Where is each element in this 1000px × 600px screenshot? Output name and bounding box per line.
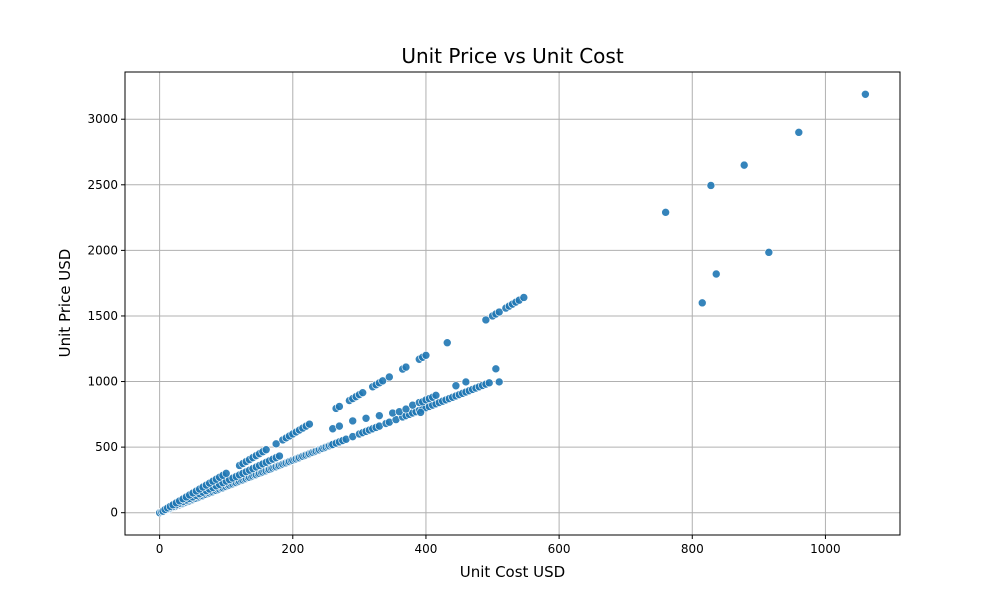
data-point (442, 338, 452, 348)
data-point (421, 351, 431, 360)
data-point (706, 181, 716, 190)
data-point (461, 377, 471, 387)
x-tick-label: 800 (681, 542, 704, 556)
x-tick-label: 1000 (810, 542, 841, 556)
y-tick-label: 0 (110, 506, 118, 520)
y-axis-label: Unit Price USD (56, 249, 74, 358)
data-point (275, 451, 284, 461)
data-point (451, 381, 461, 391)
data-point (335, 402, 344, 411)
data-point (361, 413, 371, 423)
data-point (401, 362, 411, 372)
data-point (711, 269, 721, 279)
data-point (378, 376, 387, 386)
data-point (335, 421, 344, 431)
x-tick-label: 200 (281, 542, 304, 556)
x-tick-label: 400 (414, 542, 437, 556)
data-point (385, 372, 394, 382)
plot-frame (124, 71, 901, 536)
data-point (431, 391, 441, 400)
data-point (764, 248, 774, 257)
grid-lines (125, 72, 900, 535)
data-point (519, 293, 529, 302)
chart-title: Unit Price vs Unit Cost (401, 44, 624, 68)
data-point (861, 89, 870, 99)
y-tick-label: 3000 (87, 112, 118, 126)
y-axis-ticks: 0 500 1000 1500 2000 2500 3000 (87, 112, 125, 520)
data-point (401, 404, 411, 414)
data-point (348, 416, 358, 426)
data-point (271, 439, 281, 449)
x-tick-label: 0 (156, 542, 164, 556)
x-axis-ticks: 0 200 400 600 800 1000 (156, 535, 841, 556)
data-point (739, 160, 749, 170)
data-point (697, 298, 707, 308)
y-tick-label: 1000 (87, 375, 118, 389)
data-point (484, 378, 494, 388)
data-point (494, 377, 504, 387)
data-point (661, 208, 670, 217)
data-point (358, 388, 367, 397)
data-points (155, 89, 870, 518)
y-tick-label: 2500 (87, 178, 118, 192)
data-point (794, 128, 804, 137)
x-axis-label: Unit Cost USD (460, 563, 565, 581)
y-tick-label: 1500 (87, 309, 118, 323)
data-point (494, 307, 504, 317)
data-point (491, 364, 501, 374)
data-point (416, 408, 425, 417)
data-point (481, 315, 491, 325)
data-point (261, 445, 271, 455)
x-tick-label: 600 (548, 542, 571, 556)
y-tick-label: 2000 (87, 243, 118, 257)
data-point (221, 469, 231, 478)
data-point (305, 419, 314, 429)
y-tick-label: 500 (95, 440, 118, 454)
data-point (375, 411, 384, 420)
